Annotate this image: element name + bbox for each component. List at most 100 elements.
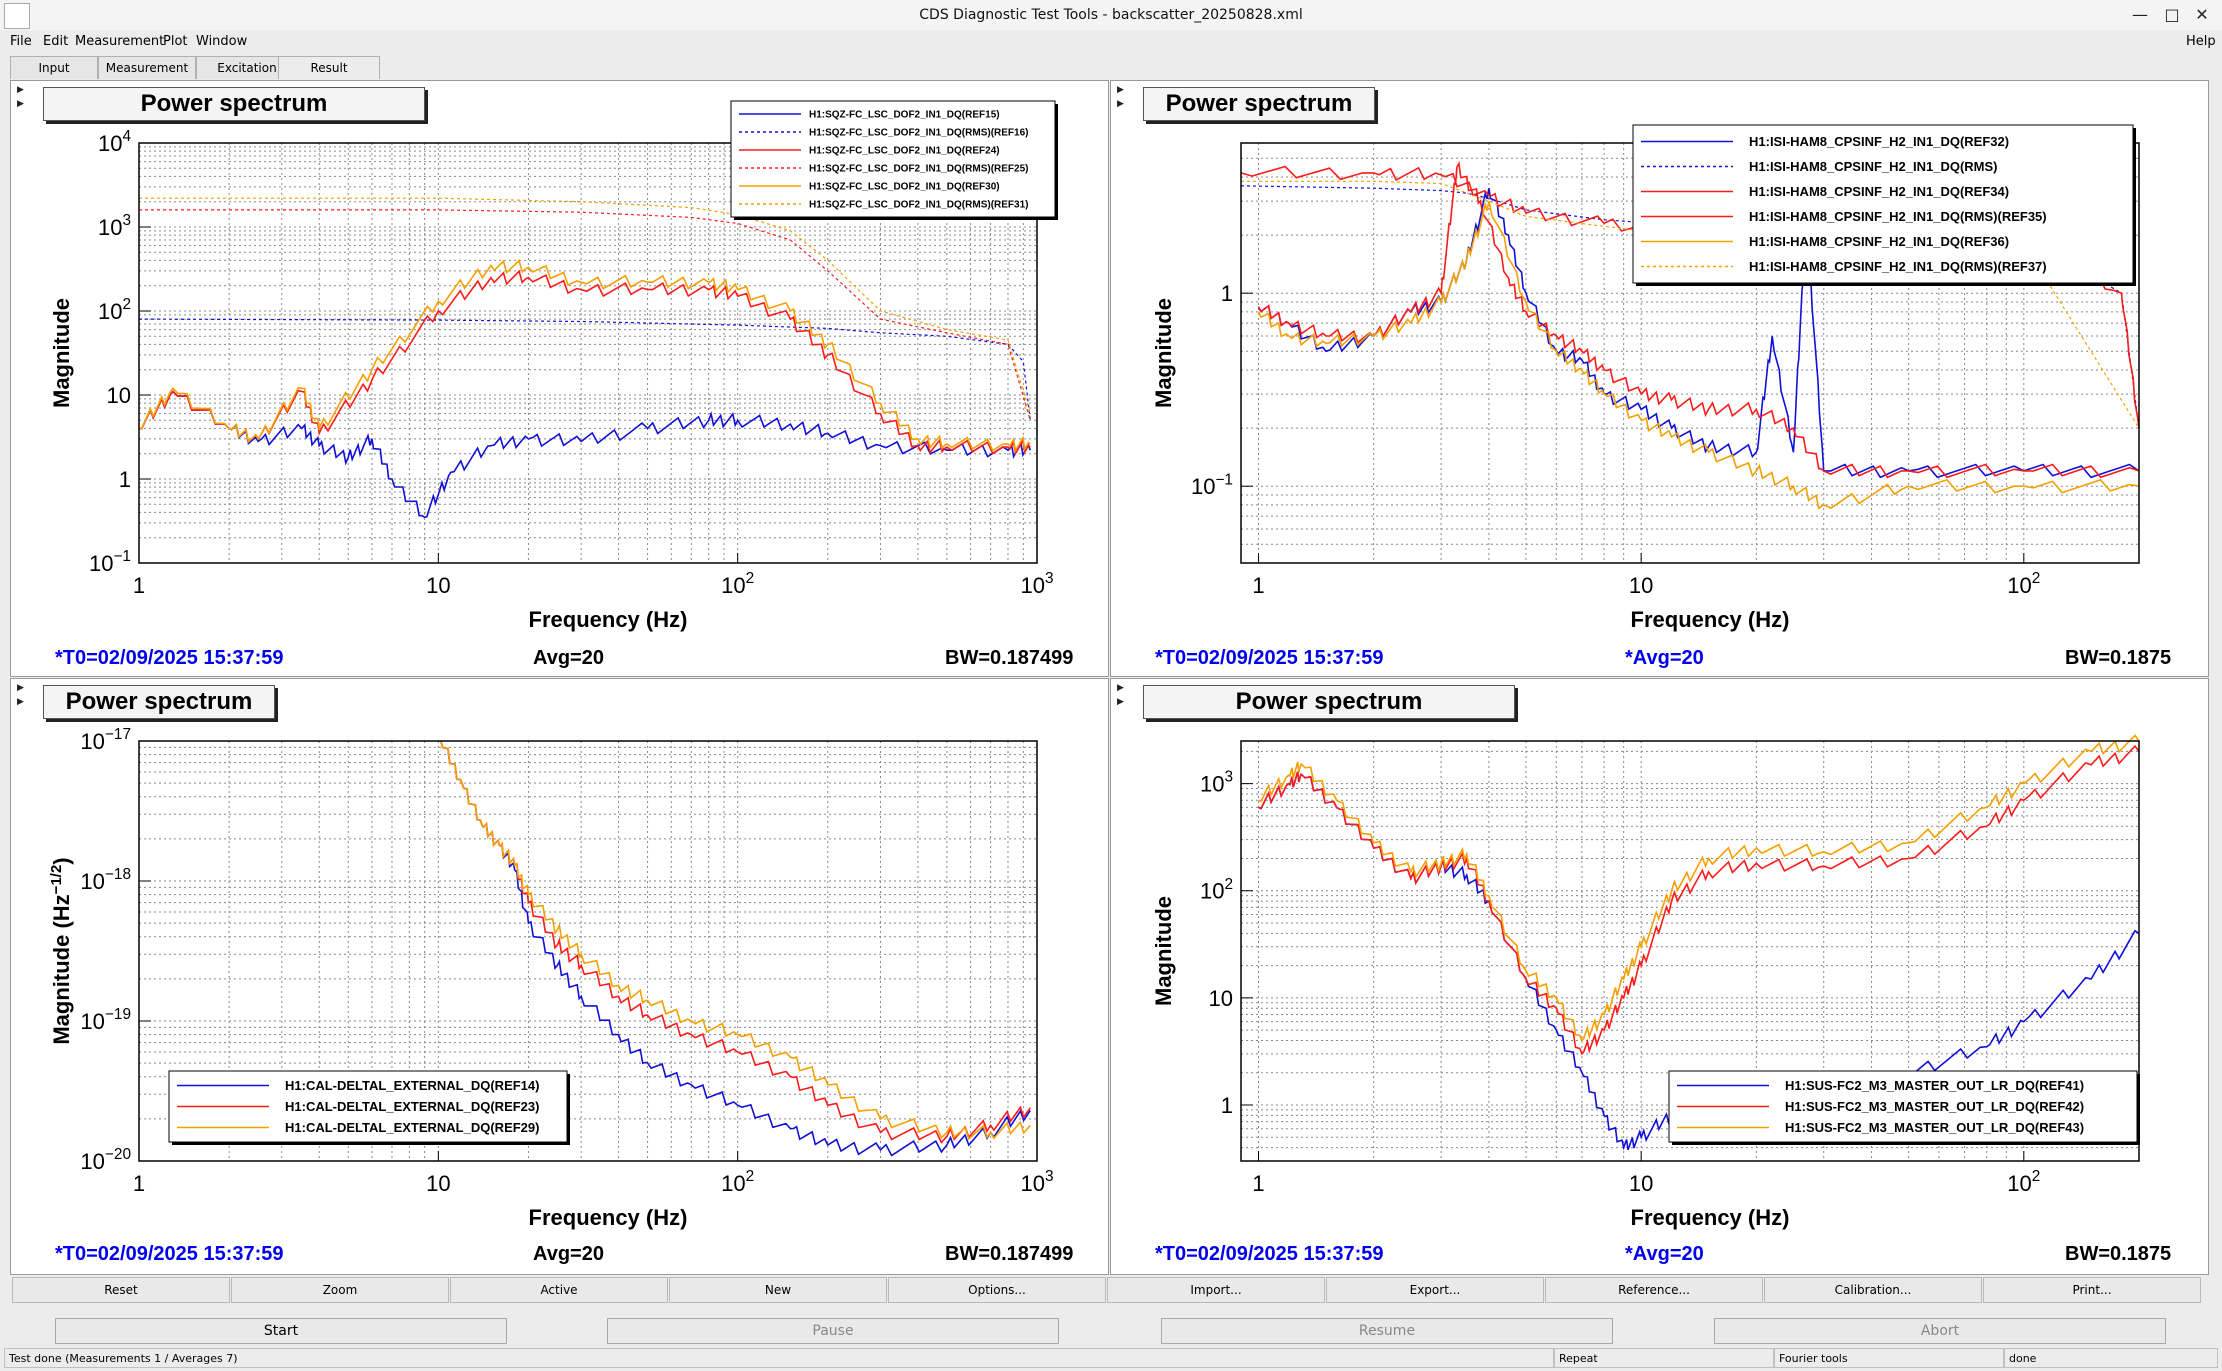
minimize-icon[interactable]: — [2132,5,2148,24]
start-button[interactable]: Start [55,1318,507,1344]
menu-edit[interactable]: Edit [43,34,69,49]
y-tick-label: 10 [107,383,131,408]
import-button[interactable]: Import... [1107,1277,1325,1303]
triangle-right-icon[interactable]: ▶ [1117,697,1124,707]
reset-button[interactable]: Reset [12,1277,230,1303]
t0-label: *T0=02/09/2025 15:37:59 [55,1243,284,1265]
x-axis-label: Frequency (Hz) [529,607,688,632]
series-line [139,197,1031,414]
legend-box [730,100,1056,218]
maximize-icon[interactable]: □ [2164,5,2180,24]
y-tick-label: 10−1 [89,548,131,576]
export-button[interactable]: Export... [1326,1277,1544,1303]
status-message: Test done (Measurements 1 / Averages 7) [4,1348,1554,1368]
x-tick-label: 10 [426,573,450,598]
reference-button[interactable]: Reference... [1545,1277,1763,1303]
active-button[interactable]: Active [450,1277,668,1303]
bw-label: BW=0.1875 [2065,1243,2172,1265]
tab-result[interactable]: Result [278,56,380,79]
legend-label: H1:ISI-HAM8_CPSINF_H2_IN1_DQ(REF32) [1749,134,2009,149]
print-button[interactable]: Print... [1983,1277,2201,1303]
legend-label: H1:SUS-FC2_M3_MASTER_OUT_LR_DQ(REF43) [1785,1120,2084,1135]
new-button[interactable]: New [669,1277,887,1303]
series-line [1258,744,2140,1056]
series-line [138,390,1032,519]
menu-window[interactable]: Window [196,34,248,49]
zoom-button[interactable]: Zoom [231,1277,449,1303]
triangle-right-icon[interactable]: ▶ [17,683,24,693]
avg-label: *Avg=20 [1625,647,1704,669]
triangle-right-icon[interactable]: ▶ [17,99,24,109]
window-titlebar: CDS Diagnostic Test Tools - backscatter_… [0,0,2222,31]
x-tick-label: 1 [133,573,145,598]
triangle-right-icon[interactable]: ▶ [17,85,24,95]
legend-box [168,1070,568,1143]
plot-panel-top-left: ▶ ▶ Power spectrum 1 10 102 103 10−1 1 10 102 10… [10,80,1109,677]
status-repeat: Repeat [1554,1348,1774,1368]
t0-label: *T0=02/09/2025 15:37:59 [1155,647,1384,669]
legend: H1:ISI-HAM8_CPSINF_H2_IN1_DQ(REF32) H1:IS… [1632,124,2136,286]
menu-bar: File Edit Measurement Plot Window Help [0,30,2222,54]
legend-label: H1:ISI-HAM8_CPSINF_H2_IN1_DQ(RMS)(REF37) [1749,259,2047,274]
tab-measurement[interactable]: Measurement [98,56,196,79]
plot-title: Power spectrum [43,87,425,121]
menu-file[interactable]: File [10,34,32,49]
plot-panel-bottom-left: ▶ ▶ Power spectrum 1 10 102 103 10−20 10−19 10… [10,678,1109,1275]
plot-panel-top-right: ▶ ▶ Power spectrum 1 10 102 10−1 1 Frequency … [1110,80,2209,677]
x-tick-label: 1 [1252,1171,1264,1196]
power-spectrum-chart: 1 10 102 10−1 1 Frequency (Hz) Magnitude H1:ISI… [1151,124,2140,632]
menu-measurement[interactable]: Measurement [75,34,165,49]
menu-plot[interactable]: Plot [163,34,188,49]
legend-label: H1:SQZ-FC_LSC_DOF2_IN1_DQ(REF24) [809,146,1000,157]
legend-label: H1:SQZ-FC_LSC_DOF2_IN1_DQ(REF15) [809,110,1000,121]
series-line [1257,161,2140,479]
x-tick-label: 102 [721,570,754,598]
legend-label: H1:ISI-HAM8_CPSINF_H2_IN1_DQ(REF36) [1749,234,2009,249]
calibration-button[interactable]: Calibration... [1764,1277,1982,1303]
legend-label: H1:SQZ-FC_LSC_DOF2_IN1_DQ(RMS)(REF31) [809,200,1028,211]
triangle-right-icon[interactable]: ▶ [1117,683,1124,693]
legend-label: H1:CAL-DELTAL_EXTERNAL_DQ(REF14) [285,1078,539,1093]
tab-input[interactable]: Input [10,56,98,79]
pause-button[interactable]: Pause [607,1318,1059,1344]
triangle-right-icon[interactable]: ▶ [1117,85,1124,95]
series-line [138,258,1031,453]
close-icon[interactable]: ✕ [2195,5,2209,24]
x-tick-label: 102 [2007,570,2040,598]
y-tick-label: 104 [98,128,131,156]
legend-label: H1:SQZ-FC_LSC_DOF2_IN1_DQ(REF30) [809,182,1000,193]
x-axis-label: Frequency (Hz) [1631,607,1790,632]
menu-help[interactable]: Help [2186,34,2216,49]
options-button[interactable]: Options... [888,1277,1106,1303]
y-tick-label: 1 [1221,1093,1233,1118]
y-axis-label: Magnitude (Hz−1/2) [48,857,74,1044]
y-axis-label: Magnitude [1151,298,1176,408]
y-tick-label: 10−1 [1191,471,1233,499]
y-tick-label: 10−17 [80,726,131,754]
triangle-right-icon[interactable]: ▶ [17,697,24,707]
abort-button[interactable]: Abort [1714,1318,2166,1344]
series-line [1257,200,2140,510]
y-tick-label: 103 [1200,769,1233,797]
legend: H1:SUS-FC2_M3_MASTER_OUT_LR_DQ(REF41) H1:… [1668,1070,2140,1145]
y-tick-label: 102 [98,296,131,324]
plot-title: Power spectrum [1143,685,1515,719]
plot-toolbar: Reset Zoom Active New Options... Import.… [12,1277,2208,1303]
y-tick-label: 10 [1209,986,1233,1011]
legend-label: H1:SUS-FC2_M3_MASTER_OUT_LR_DQ(REF41) [1785,1078,2084,1093]
legend-label: H1:ISI-HAM8_CPSINF_H2_IN1_DQ(RMS) [1749,159,1998,174]
legend-label: H1:SQZ-FC_LSC_DOF2_IN1_DQ(RMS)(REF25) [809,164,1028,175]
resume-button[interactable]: Resume [1161,1318,1613,1344]
y-tick-label: 102 [1200,876,1233,904]
tab-excitation[interactable]: Excitation [196,56,298,79]
x-tick-label: 103 [1020,570,1053,598]
y-tick-label: 103 [98,212,131,240]
y-tick-label: 10−18 [80,866,131,894]
avg-label: Avg=20 [533,1243,604,1265]
plot-frame [1240,740,2140,1162]
plot-title: Power spectrum [1143,87,1375,121]
x-axis-label: Frequency (Hz) [1631,1205,1790,1230]
triangle-right-icon[interactable]: ▶ [1117,99,1124,109]
y-tick-label: 1 [119,467,131,492]
